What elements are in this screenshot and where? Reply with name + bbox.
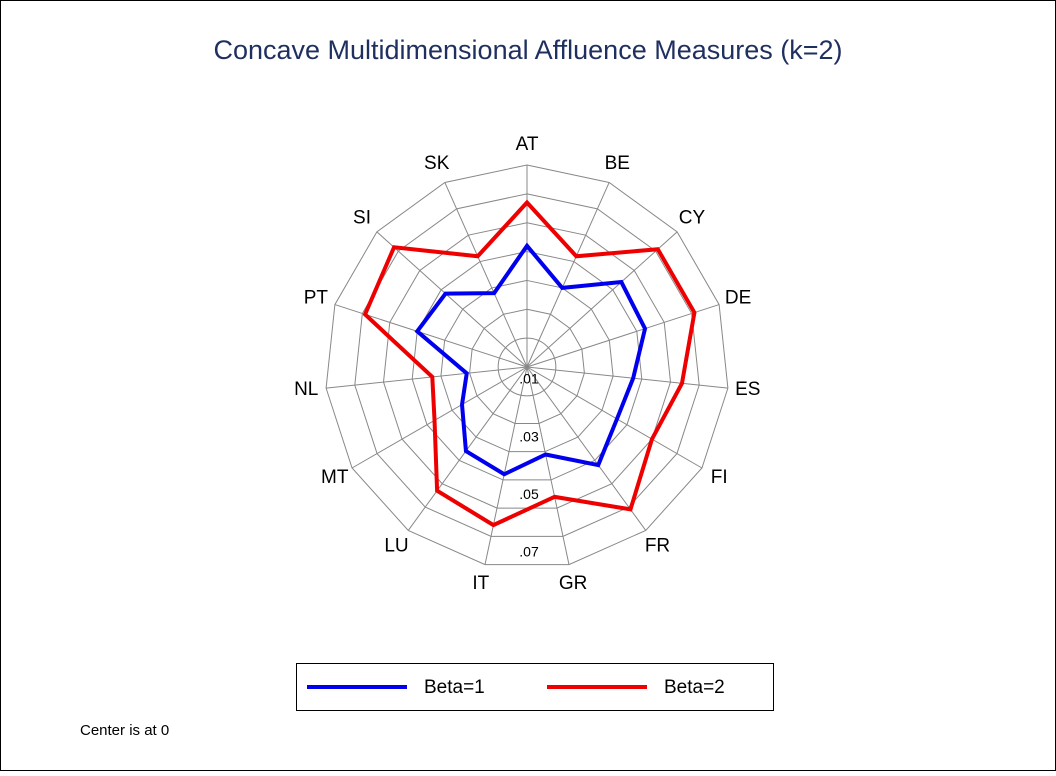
spoke [526, 231, 678, 368]
category-label: PT [304, 287, 329, 308]
category-label: SI [353, 207, 371, 228]
grid-ring [440, 279, 614, 453]
spoke [526, 366, 647, 531]
grid-ring [469, 308, 585, 424]
category-label: SK [424, 153, 450, 174]
category-label: DE [725, 287, 751, 308]
spoke [376, 231, 528, 368]
legend-label: Beta=1 [424, 677, 485, 698]
series-line [362, 199, 697, 528]
ring-label: .07 [519, 544, 539, 560]
grid-ring [497, 337, 557, 397]
category-label: FI [711, 467, 728, 488]
note: Center is at 0 [80, 722, 169, 739]
category-label: CY [679, 207, 706, 228]
legend-label: Beta=2 [664, 677, 725, 698]
category-label: GR [559, 573, 588, 594]
spoke [326, 366, 528, 389]
ring-label: .03 [519, 428, 539, 444]
series-line [414, 242, 648, 477]
spoke [526, 366, 703, 469]
ring-label: .05 [519, 486, 539, 502]
ring-label: .01 [519, 371, 539, 387]
category-label: LU [384, 536, 408, 557]
grid-ring [325, 164, 729, 566]
spoke [484, 366, 528, 565]
spoke [444, 182, 528, 368]
category-label: FR [645, 536, 670, 557]
chart-title: Concave Multidimensional Affluence Measu… [213, 35, 842, 65]
category-label: ES [735, 379, 760, 400]
category-label: IT [472, 573, 489, 594]
category-label: NL [294, 379, 318, 400]
spoke [351, 366, 528, 469]
category-label: AT [516, 134, 539, 155]
spoke [526, 366, 570, 565]
spoke [526, 304, 720, 368]
category-label: BE [605, 153, 630, 174]
spoke [526, 366, 728, 389]
category-label: MT [321, 467, 349, 488]
grid-ring [411, 251, 643, 481]
spoke [526, 182, 610, 368]
